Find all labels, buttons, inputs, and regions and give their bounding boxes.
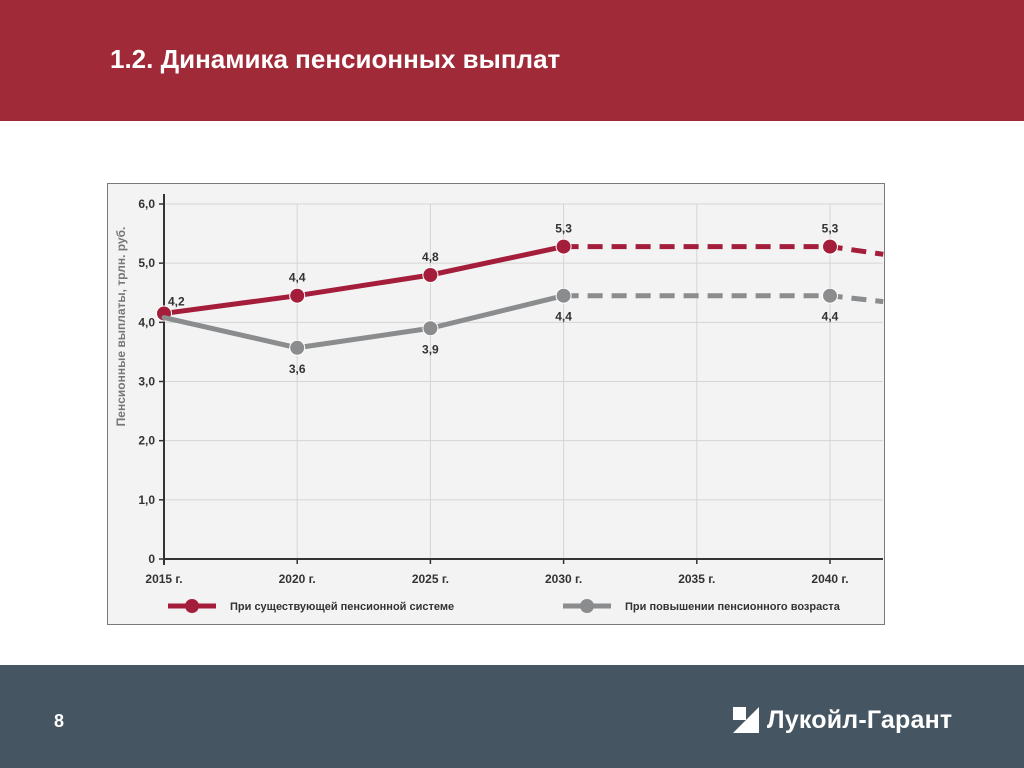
y-tick-label: 2,0 bbox=[138, 434, 155, 448]
slide-header: 1.2. Динамика пенсионных выплат bbox=[0, 0, 1024, 121]
series-line-2 bbox=[161, 293, 567, 351]
company-logo: Лукойл-Гарант bbox=[733, 705, 952, 735]
y-tick-label: 6,0 bbox=[138, 197, 155, 211]
legend-swatch-marker bbox=[580, 599, 594, 613]
y-tick-label: 4,0 bbox=[138, 315, 155, 329]
series-point-2 bbox=[555, 287, 572, 304]
data-label: 4,4 bbox=[822, 310, 839, 324]
series-line-1 bbox=[161, 244, 567, 316]
x-tick-label: 2020 г. bbox=[279, 572, 316, 586]
series-point-1 bbox=[422, 267, 439, 283]
series-point-2 bbox=[422, 320, 439, 337]
series-point-1 bbox=[822, 238, 838, 255]
y-axis-label: Пенсионные выплаты, трлн. руб. bbox=[114, 227, 128, 427]
data-label: 3,9 bbox=[422, 342, 439, 356]
page-number: 8 bbox=[54, 711, 65, 731]
data-label: 4,4 bbox=[555, 310, 572, 324]
logo-text: Лукойл-Гарант bbox=[767, 705, 953, 734]
data-label: 4,4 bbox=[289, 271, 306, 285]
page-title: 1.2. Динамика пенсионных выплат bbox=[110, 44, 561, 74]
data-label: 5,3 bbox=[822, 222, 839, 236]
y-tick-label: 3,0 bbox=[138, 375, 155, 389]
x-tick-label: 2015 г. bbox=[145, 572, 182, 586]
y-tick-label: 1,0 bbox=[138, 493, 155, 507]
pension-payments-chart: 0 1,0 2,0 3,0 4,0 5,0 6,0 2015 г. 2020 г. 2025 г.… bbox=[114, 194, 884, 613]
y-tick-label: 5,0 bbox=[138, 256, 155, 270]
x-tick-label: 2040 г. bbox=[811, 572, 848, 586]
lukoil-logo-icon bbox=[733, 707, 759, 733]
y-tick-label: 0 bbox=[148, 552, 155, 566]
x-tick-label: 2035 г. bbox=[678, 572, 715, 586]
slide-footer bbox=[0, 665, 1024, 768]
series-point-1 bbox=[555, 238, 572, 255]
x-tick-label: 2030 г. bbox=[545, 572, 582, 586]
legend-swatch-marker bbox=[185, 599, 199, 613]
series-point-2 bbox=[822, 287, 838, 304]
data-label: 5,3 bbox=[555, 222, 572, 236]
series-point-1 bbox=[289, 287, 306, 304]
x-tick-label: 2025 г. bbox=[412, 572, 449, 586]
legend-label: При существующей пенсионной системе bbox=[230, 601, 454, 613]
series-point-2 bbox=[289, 339, 306, 356]
data-label: 4,8 bbox=[422, 250, 439, 264]
chart-frame: 0 1,0 2,0 3,0 4,0 5,0 6,0 2015 г. 2020 г. 2025 г.… bbox=[107, 183, 885, 625]
legend-label: При повышении пенсионного возраста bbox=[625, 601, 841, 613]
data-label: 4,2 bbox=[168, 294, 185, 308]
data-label: 3,6 bbox=[289, 362, 306, 376]
